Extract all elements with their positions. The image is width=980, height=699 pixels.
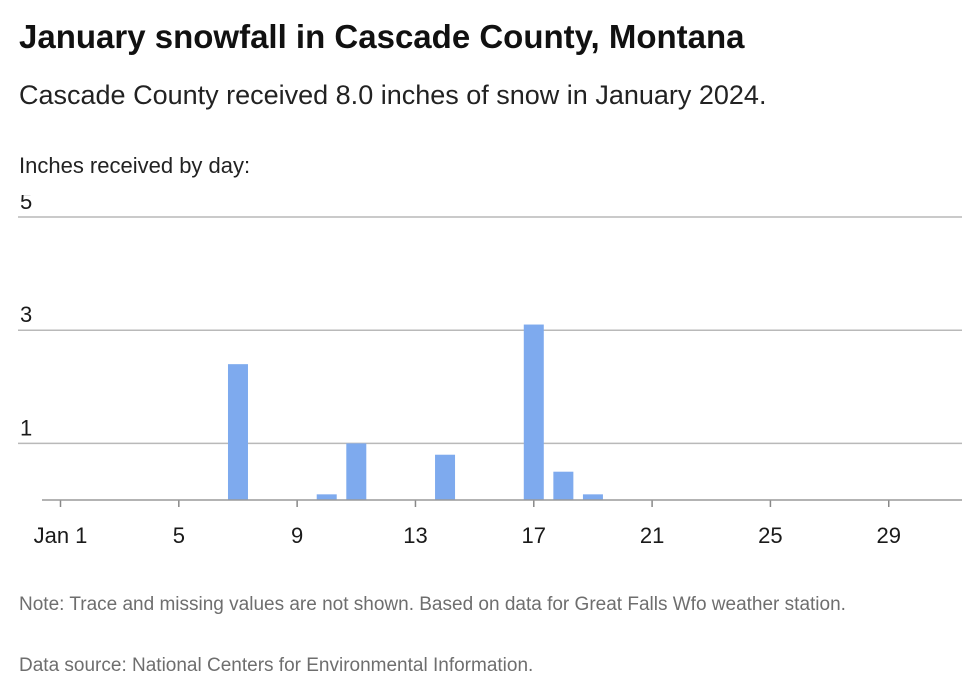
y-tick-label-1: 1 <box>20 415 32 440</box>
bar-day-10 <box>316 494 337 500</box>
bar-day-17 <box>523 324 544 500</box>
footnote: Note: Trace and missing values are not s… <box>19 594 846 615</box>
data-source: Data source: National Centers for Enviro… <box>19 655 534 676</box>
x-tick-label-25: 25 <box>758 523 782 548</box>
bars <box>227 324 603 500</box>
bar-day-11 <box>346 443 367 500</box>
x-ticks: Jan 1 5 9 13 17 21 25 29 <box>34 500 901 548</box>
x-tick-label-21: 21 <box>640 523 664 548</box>
chart-subtitle: Cascade County received 8.0 inches of sn… <box>19 80 767 110</box>
x-tick-label-9: 9 <box>291 523 303 548</box>
y-tick-label-3: 3 <box>20 302 32 327</box>
x-tick-label-17: 17 <box>522 523 546 548</box>
snowfall-bar-chart: 135 Jan 1 5 9 13 17 21 25 29 <box>18 195 962 548</box>
y-tick-labels: 1 3 5 <box>20 195 32 440</box>
y-tick-label-5: 5 <box>20 195 32 214</box>
y-axis-caption: Inches received by day: <box>19 153 251 178</box>
x-tick-label-29: 29 <box>876 523 900 548</box>
x-tick-label-5: 5 <box>173 523 185 548</box>
x-tick-label-13: 13 <box>403 523 427 548</box>
bar-day-7 <box>227 364 248 500</box>
bar-day-19 <box>582 494 603 500</box>
bar-day-18 <box>553 471 574 500</box>
x-tick-label-1: Jan 1 <box>34 523 88 548</box>
chart-title: January snowfall in Cascade County, Mont… <box>19 18 745 55</box>
gridlines <box>18 216 962 445</box>
bar-day-14 <box>435 454 456 500</box>
